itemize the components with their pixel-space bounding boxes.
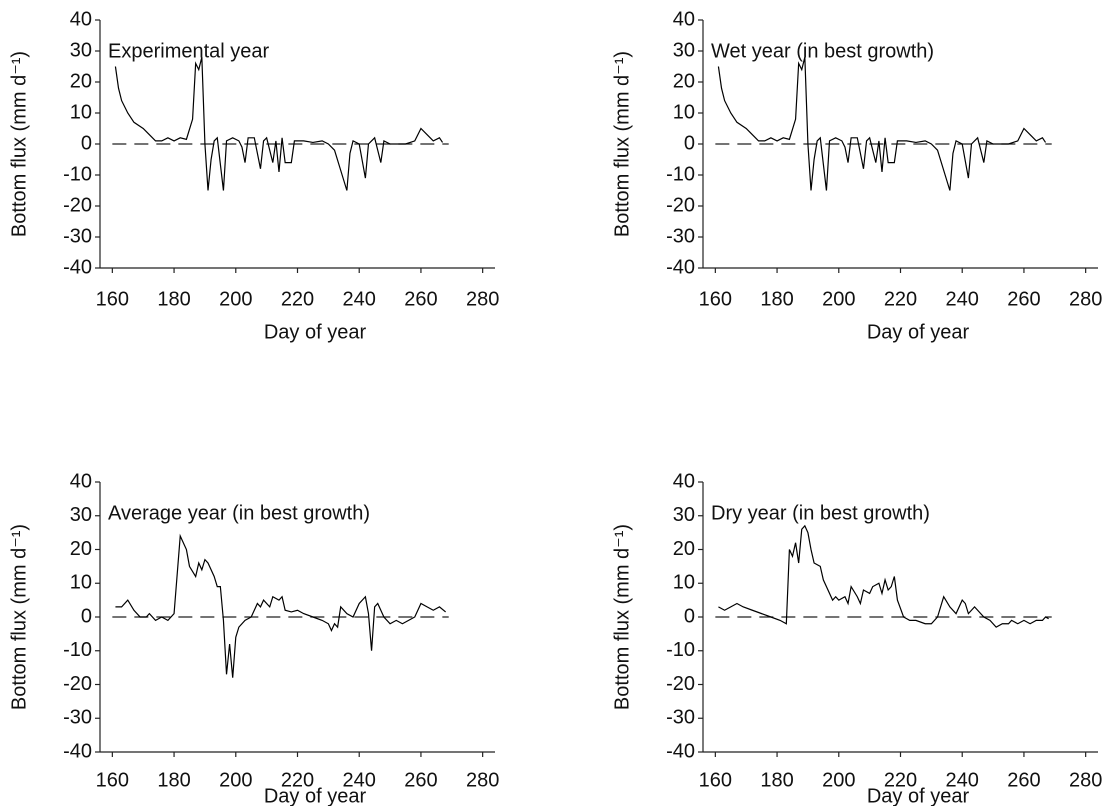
x-tick-label: 260: [1007, 288, 1040, 310]
x-tick-label: 220: [281, 769, 314, 791]
y-tick-label: -30: [666, 225, 695, 247]
y-tick-label: 40: [70, 8, 92, 30]
x-axis-label: Day of year: [264, 321, 367, 343]
x-axis-label: Day of year: [867, 785, 970, 806]
data-line: [115, 533, 447, 678]
x-tick-label: 200: [822, 288, 855, 310]
y-tick-label: -10: [666, 639, 695, 661]
x-tick-label: 200: [822, 769, 855, 791]
y-tick-label: 20: [70, 538, 92, 560]
data-line: [717, 57, 1047, 191]
y-tick-label: 10: [673, 101, 695, 123]
x-axis-label: Day of year: [264, 785, 367, 806]
x-axis-label: Day of year: [867, 321, 970, 343]
y-tick-label: -30: [666, 707, 695, 729]
y-tick-label: 40: [70, 470, 92, 492]
y-tick-label: 0: [81, 605, 92, 627]
y-tick-label: 0: [81, 132, 92, 154]
x-tick-label: 280: [466, 288, 499, 310]
y-tick-label: 10: [70, 572, 92, 594]
x-tick-label: 240: [343, 288, 376, 310]
y-tick-label: -20: [63, 673, 92, 695]
y-tick-label: -10: [63, 639, 92, 661]
x-tick-label: 240: [946, 288, 979, 310]
y-tick-label: -40: [666, 256, 695, 278]
y-axis-label: Bottom flux (mm d⁻¹): [611, 524, 633, 710]
y-tick-label: 30: [673, 504, 695, 526]
data-line: [114, 57, 444, 191]
x-tick-label: 220: [884, 288, 917, 310]
x-tick-label: 160: [699, 288, 732, 310]
y-tick-label: 20: [673, 70, 695, 92]
y-tick-label: 30: [70, 39, 92, 61]
y-tick-label: -20: [63, 194, 92, 216]
x-tick-label: 160: [96, 769, 129, 791]
x-tick-label: 220: [884, 769, 917, 791]
y-tick-label: -20: [666, 673, 695, 695]
y-tick-label: 30: [70, 504, 92, 526]
x-tick-label: 160: [699, 769, 732, 791]
x-tick-label: 280: [1069, 288, 1102, 310]
x-tick-label: 180: [760, 769, 793, 791]
x-tick-label: 240: [343, 769, 376, 791]
y-tick-label: 10: [70, 101, 92, 123]
y-tick-label: 10: [673, 572, 695, 594]
x-tick-label: 160: [96, 288, 129, 310]
x-tick-label: 280: [1069, 769, 1102, 791]
panel-title: Wet year (in best growth): [711, 40, 934, 62]
x-tick-label: 180: [157, 288, 190, 310]
panel-title: Dry year (in best growth): [711, 502, 930, 524]
y-axis-label: Bottom flux (mm d⁻¹): [611, 51, 633, 237]
y-tick-label: 30: [673, 39, 695, 61]
y-tick-label: 40: [673, 470, 695, 492]
data-line: [718, 524, 1049, 628]
x-tick-label: 240: [946, 769, 979, 791]
x-tick-label: 260: [1007, 769, 1040, 791]
panel-title: Average year (in best growth): [108, 502, 370, 524]
y-tick-label: 20: [673, 538, 695, 560]
y-tick-label: 20: [70, 70, 92, 92]
x-tick-label: 220: [281, 288, 314, 310]
y-tick-label: -30: [63, 707, 92, 729]
y-tick-label: -20: [666, 194, 695, 216]
y-tick-label: 0: [684, 605, 695, 627]
y-axis-label: Bottom flux (mm d⁻¹): [8, 51, 30, 237]
x-tick-label: 200: [219, 288, 252, 310]
y-tick-label: -40: [63, 740, 92, 762]
y-tick-label: 0: [684, 132, 695, 154]
panel-title: Experimental year: [108, 40, 270, 62]
y-tick-label: -10: [666, 163, 695, 185]
y-tick-label: -40: [63, 256, 92, 278]
y-tick-label: -10: [63, 163, 92, 185]
y-tick-label: -40: [666, 740, 695, 762]
x-tick-label: 280: [466, 769, 499, 791]
y-axis-label: Bottom flux (mm d⁻¹): [8, 524, 30, 710]
x-tick-label: 180: [157, 769, 190, 791]
y-tick-label: -30: [63, 225, 92, 247]
y-tick-label: 40: [673, 8, 695, 30]
x-tick-label: 180: [760, 288, 793, 310]
x-tick-label: 200: [219, 769, 252, 791]
x-tick-label: 260: [404, 288, 437, 310]
x-tick-label: 260: [404, 769, 437, 791]
